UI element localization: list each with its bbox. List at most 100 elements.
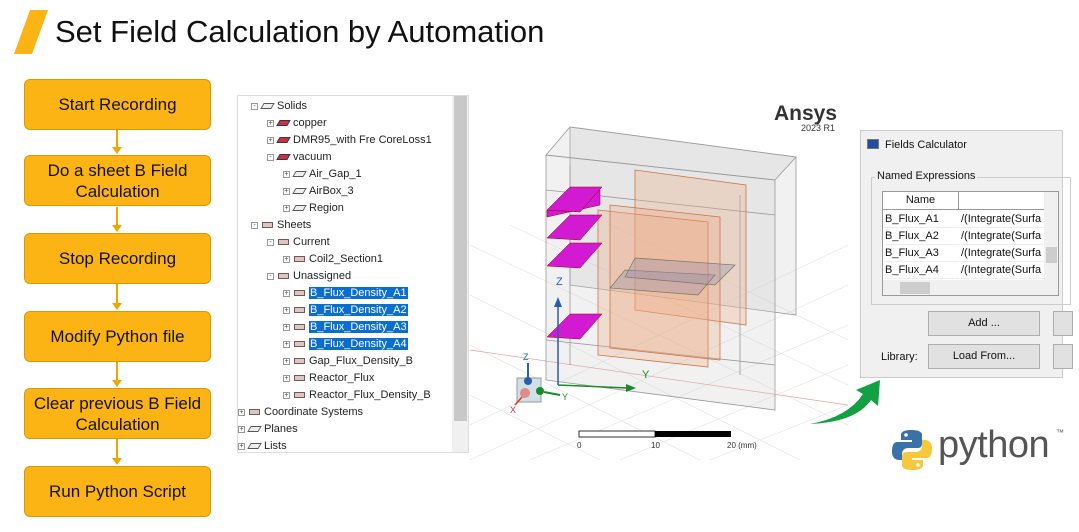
expand-icon[interactable]: + <box>283 391 290 399</box>
tree-item[interactable]: - Sheets <box>251 217 311 233</box>
sheet-icon <box>294 392 305 398</box>
axis-z-label: Z <box>556 276 563 288</box>
expand-icon[interactable]: + <box>283 255 290 263</box>
tree-item-label: Reactor_Flux_Density_B <box>309 389 431 401</box>
tree-item-label: Coil2_Section1 <box>309 253 383 265</box>
tree-item[interactable]: + B_Flux_Density_A3 <box>283 319 408 335</box>
sheet-icon <box>278 273 289 279</box>
flow-arrow <box>112 130 122 154</box>
sheet-icon <box>262 222 273 228</box>
tree-item[interactable]: + Region <box>283 200 344 216</box>
expression-cell[interactable]: /(Integrate(Surfa <box>961 228 1044 245</box>
name-cell[interactable]: B_Flux_A1 <box>885 211 959 228</box>
sheet-icon <box>294 324 305 330</box>
clipped-button[interactable] <box>1053 344 1073 369</box>
collapse-icon[interactable]: - <box>267 272 274 280</box>
column-header-name[interactable]: Name <box>883 192 959 210</box>
sheet-icon <box>294 290 305 296</box>
tree-item[interactable]: + B_Flux_Density_A2 <box>283 302 408 318</box>
collapse-icon[interactable]: - <box>251 102 258 110</box>
expand-icon[interactable]: + <box>283 170 290 178</box>
library-label: Library: <box>881 351 918 363</box>
step-clear-previous: Clear previous B Field Calculation <box>24 388 211 439</box>
name-cell[interactable]: B_Flux_A2 <box>885 228 959 245</box>
tree-item[interactable]: + DMR95_with Fre CoreLoss1 <box>267 132 432 148</box>
tree-item-label: Coordinate Systems <box>264 406 364 418</box>
axis-y-label: Y <box>642 369 650 381</box>
scale-bar: 0 10 20 (mm) <box>577 430 757 450</box>
tree-item[interactable]: + copper <box>267 115 327 131</box>
table-vscrollbar[interactable] <box>1044 192 1058 280</box>
b-flux-density-sheets <box>546 186 603 340</box>
name-cell[interactable]: B_Flux_A3 <box>885 245 959 262</box>
expression-cell[interactable]: /(Integrate(Surfa <box>961 211 1044 228</box>
expand-icon[interactable]: + <box>238 408 245 416</box>
tree-item[interactable]: + Gap_Flux_Density_B <box>283 353 413 369</box>
tree-item-label: B_Flux_Density_A4 <box>309 338 408 350</box>
expression-cell[interactable]: /(Integrate(Surfa <box>961 262 1044 279</box>
tree-item[interactable]: - vacuum <box>267 149 332 165</box>
load-from-button[interactable]: Load From... <box>928 344 1040 369</box>
tree-item[interactable]: + B_Flux_Density_A1 <box>283 285 408 301</box>
scale-label: 20 (mm) <box>727 441 757 450</box>
tree-item[interactable]: - Unassigned <box>267 268 351 284</box>
expand-icon[interactable]: + <box>283 306 290 314</box>
table-hscrollbar[interactable] <box>883 280 1058 295</box>
python-wordmark: python <box>938 424 1050 466</box>
expand-icon[interactable]: + <box>238 442 245 450</box>
collapse-icon[interactable]: - <box>251 221 258 229</box>
tree-item[interactable]: + B_Flux_Density_A4 <box>283 336 408 352</box>
sheet-icon <box>294 341 305 347</box>
collapse-icon[interactable]: - <box>267 238 274 246</box>
name-cell[interactable]: B_Flux_A4 <box>885 262 959 279</box>
clipped-button[interactable] <box>1053 311 1073 336</box>
tree-item-label: Reactor_Flux <box>309 372 375 384</box>
expression-cell[interactable]: /(Integrate(Surfa <box>961 245 1044 262</box>
collapse-icon[interactable]: - <box>267 153 274 161</box>
expand-icon[interactable]: + <box>283 289 290 297</box>
step-run-python: Run Python Script <box>24 466 211 517</box>
tree-item[interactable]: + AirBox_3 <box>283 183 354 199</box>
sheet-a4 <box>546 313 603 340</box>
green-arrow <box>810 380 880 424</box>
triad-x: X <box>510 405 516 415</box>
scrollbar-thumb[interactable] <box>454 96 467 421</box>
add-button[interactable]: Add ... <box>928 311 1040 336</box>
tree-item-label: Planes <box>264 423 298 435</box>
tree-item-label: B_Flux_Density_A1 <box>309 287 408 299</box>
tree-item-label: B_Flux_Density_A3 <box>309 321 408 333</box>
tree-item[interactable]: + Reactor_Flux_Density_B <box>283 387 431 403</box>
expand-icon[interactable]: + <box>283 187 290 195</box>
tree-item[interactable]: + Lists <box>238 438 287 452</box>
expand-icon[interactable]: + <box>283 323 290 331</box>
flow-arrow <box>112 207 122 232</box>
tree-scrollbar[interactable] <box>452 96 468 452</box>
obj-icon <box>247 426 262 432</box>
step-stop-recording: Stop Recording <box>24 233 211 284</box>
tree-item[interactable]: + Planes <box>238 421 298 437</box>
sheet-a3 <box>546 242 603 269</box>
tree-item[interactable]: - Solids <box>251 98 307 114</box>
solid-icon <box>276 120 291 126</box>
expand-icon[interactable]: + <box>238 425 245 433</box>
expand-icon[interactable]: + <box>283 204 290 212</box>
dialog-title: Fields Calculator <box>885 139 967 151</box>
expand-icon[interactable]: + <box>267 136 274 144</box>
tree-item[interactable]: - Current <box>267 234 330 250</box>
orientation-triad-icon[interactable]: Z Y X <box>510 352 568 415</box>
step-sheet-b-field: Do a sheet B Field Calculation <box>24 155 211 206</box>
expand-icon[interactable]: + <box>283 374 290 382</box>
tree-item-label: Solids <box>277 100 307 112</box>
3d-viewport[interactable]: Z Y Z Y X Ansys 2023 R1 0 10 20 (mm) <box>469 95 849 461</box>
tree-item[interactable]: + Coordinate Systems <box>238 404 363 420</box>
expressions-table[interactable]: Name B_Flux_A1/(Integrate(Surfa B_Flux_A2… <box>882 191 1059 296</box>
sheet-icon <box>294 358 305 364</box>
expand-icon[interactable]: + <box>283 340 290 348</box>
tree-item[interactable]: + Reactor_Flux <box>283 370 374 386</box>
column-header-expression[interactable] <box>959 192 1044 210</box>
expand-icon[interactable]: + <box>267 119 274 127</box>
expand-icon[interactable]: + <box>283 357 290 365</box>
tree-item[interactable]: + Coil2_Section1 <box>283 251 383 267</box>
tree-item-label: Sheets <box>277 219 312 231</box>
tree-item[interactable]: + Air_Gap_1 <box>283 166 362 182</box>
